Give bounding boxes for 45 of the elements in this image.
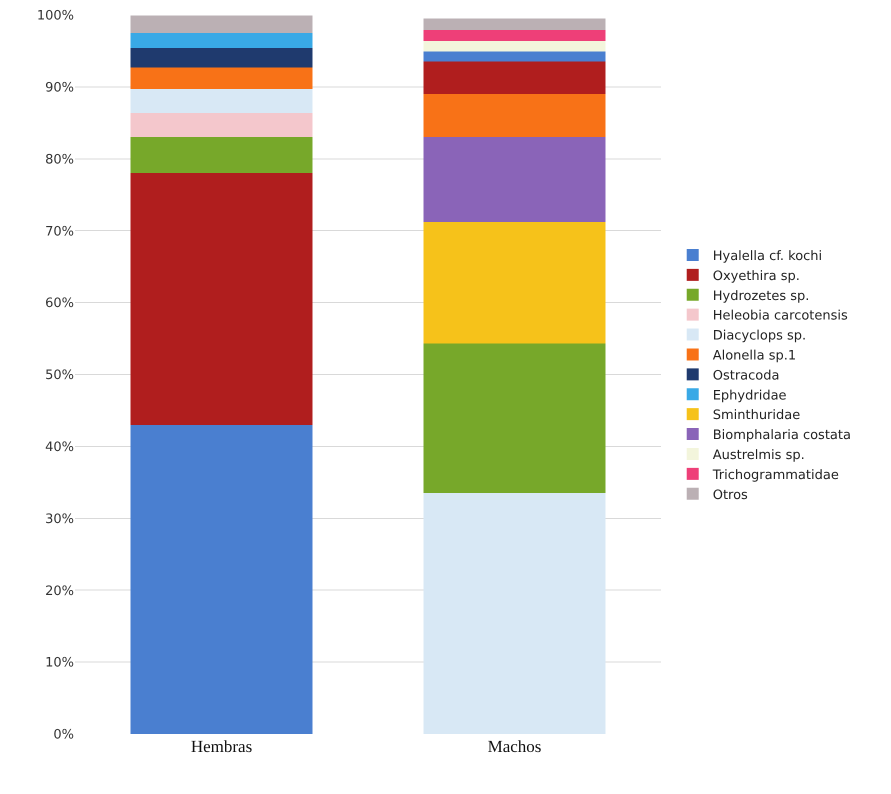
bar (424, 62, 606, 94)
legend-label: Trichogrammatidae (712, 468, 839, 483)
legend-label: Oxyethira sp. (712, 268, 800, 284)
legend-label: Sminthuridae (712, 408, 800, 424)
y-tick-label: 0% (53, 728, 74, 743)
bar (130, 48, 312, 68)
y-tick-label: 20% (45, 584, 74, 599)
legend-label: Heleobia carcotensis (712, 308, 848, 324)
legend-label: Diacyclops sp. (712, 328, 806, 344)
bar (130, 112, 312, 138)
y-tick-label: 70% (45, 224, 74, 240)
legend-label: Hyalella cf. kochi (712, 249, 822, 264)
y-tick-label: 60% (45, 296, 74, 312)
y-tick-label: 50% (45, 368, 74, 384)
legend-label: Biomphalaria costata (712, 428, 851, 444)
bar (424, 493, 606, 734)
bar (130, 173, 312, 425)
x-tick-label: Hembras (190, 737, 252, 756)
legend-label: Hydrozetes sp. (712, 288, 810, 304)
y-tick-label: 80% (45, 152, 74, 168)
y-tick-label: 10% (45, 656, 74, 671)
y-tick-label: 30% (45, 512, 74, 527)
bar (424, 40, 606, 52)
bar (424, 52, 606, 62)
bar (424, 344, 606, 494)
bar (130, 424, 312, 734)
legend-label: Ephydridae (712, 388, 787, 404)
bar (130, 32, 312, 48)
legend-label: Otros (712, 488, 748, 503)
legend-label: Austrelmis sp. (712, 448, 805, 464)
bar (424, 137, 606, 222)
bar (130, 67, 312, 90)
bar (424, 30, 606, 41)
bar (130, 16, 312, 33)
y-tick-label: 90% (45, 80, 74, 96)
bar (130, 89, 312, 113)
bar (424, 94, 606, 138)
y-tick-label: 40% (45, 440, 74, 455)
x-tick-label: Machos (488, 737, 542, 756)
bar (424, 222, 606, 344)
legend-label: Ostracoda (712, 368, 780, 384)
bar (130, 137, 312, 174)
bar (424, 18, 606, 30)
y-tick-label: 100% (36, 8, 74, 24)
legend-label: Alonella sp.1 (712, 348, 796, 364)
